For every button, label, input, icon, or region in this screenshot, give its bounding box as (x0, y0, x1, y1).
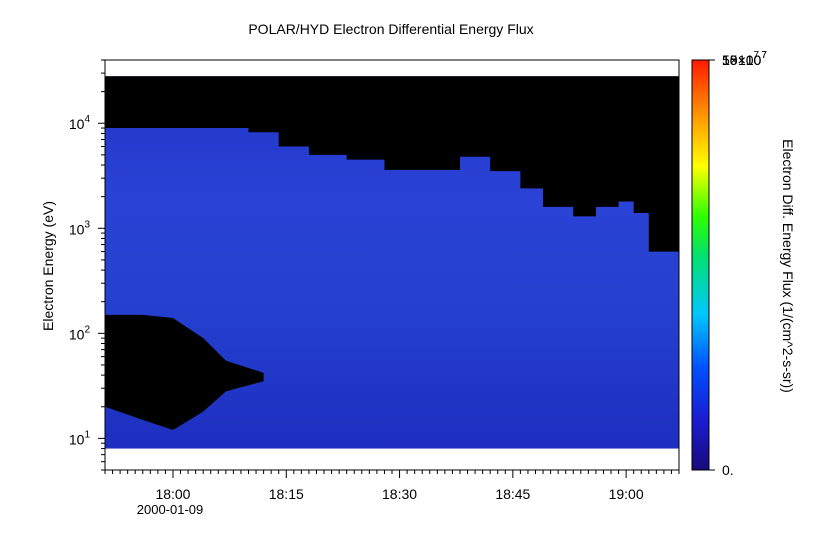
colorbar-label: Electron Diff. Energy Flux (1/(cm^2-s-sr… (780, 139, 796, 393)
no-data-top (105, 60, 679, 77)
upper-cutoff-region (105, 76, 679, 265)
colorbar-tick-label: 10×107 (722, 50, 767, 68)
y-axis: 101 102 103 104 (69, 59, 105, 471)
chart-title: POLAR/HYD Electron Differential Energy F… (248, 21, 533, 37)
colorbar-tick-label: 0. (722, 462, 734, 478)
x-axis-date: 2000-01-09 (137, 502, 204, 517)
x-tick-label: 19:00 (609, 486, 644, 502)
x-tick-label: 18:00 (155, 486, 190, 502)
x-tick-label: 18:45 (495, 486, 530, 502)
y-axis-label: Electron Energy (eV) (40, 201, 56, 331)
colorbar-tick-label: 15×107 (722, 50, 767, 68)
plot-area (104, 59, 680, 471)
low-energy-gap (105, 314, 264, 431)
no-data-bottom (105, 448, 679, 470)
y-tick-label: 101 (69, 429, 91, 447)
colorbar-scale (691, 59, 710, 471)
x-axis: 18:00 18:15 18:30 18:45 19:00 (104, 470, 680, 502)
y-tick-label: 104 (69, 114, 91, 132)
colorbar-tick-label: 5×107 (722, 50, 760, 68)
y-tick-label: 103 (69, 219, 91, 237)
x-tick-label: 18:30 (382, 486, 417, 502)
x-tick-label: 18:15 (269, 486, 304, 502)
spectrogram-marks (105, 60, 679, 470)
y-tick-label: 102 (69, 324, 91, 342)
